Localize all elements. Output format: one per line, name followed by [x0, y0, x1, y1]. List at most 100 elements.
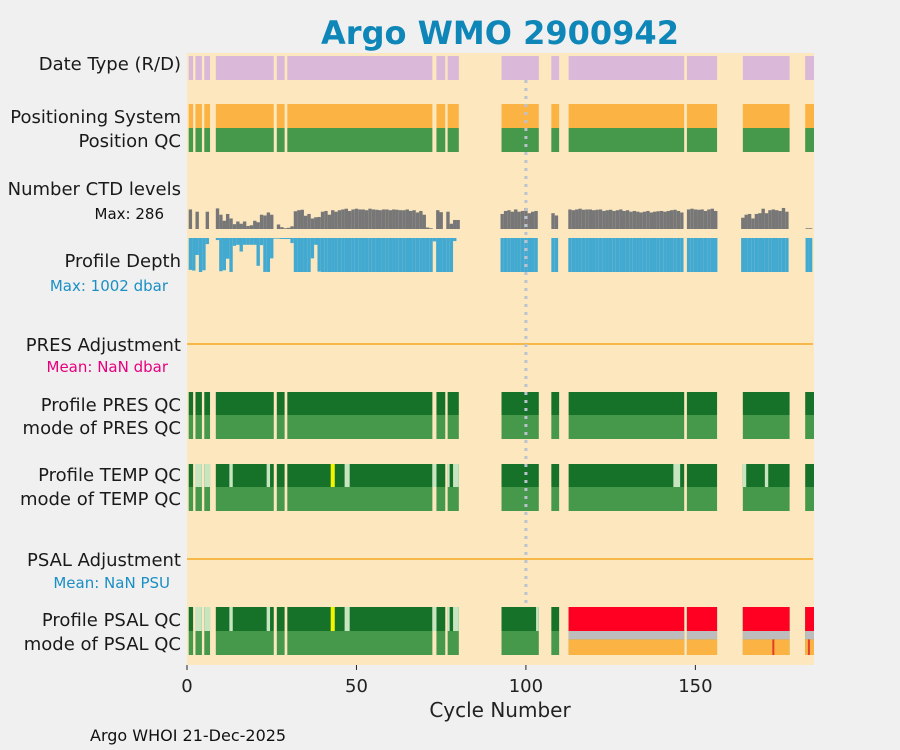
bar-segment-row12-1: [195, 631, 202, 655]
ctd-level-bar-103: [629, 211, 633, 229]
bar-segment-row12-2: [204, 631, 211, 655]
row-label-5: PRES Adjustment: [26, 335, 181, 356]
profile-depth-bar-102: [608, 238, 613, 272]
profile-depth-bar-5: [205, 238, 210, 245]
ctd-level-bar-15: [256, 222, 260, 229]
bar-segment-row12-3: [215, 631, 274, 655]
ctd-level-bar-111: [656, 211, 660, 229]
row-label-3: Number CTD levels: [8, 179, 181, 200]
profile-depth-bar-136: [751, 238, 755, 272]
ctd-level-bar-89: [581, 209, 586, 229]
bar-segment-row7-10: [568, 415, 685, 439]
profile-depth-bar-17: [253, 238, 257, 245]
temp-qc-override-0: [195, 464, 202, 487]
ctd-level-bar-55: [395, 209, 399, 229]
bar-segment-row9-0: [188, 487, 194, 511]
bar-segment-row2-0: [188, 128, 194, 152]
bar-segment-row7-2: [204, 415, 211, 439]
ctd-level-bar-40: [344, 208, 348, 229]
ctd-level-bar-127: [714, 210, 718, 229]
bar-segment-row9-1: [195, 487, 202, 511]
ctd-level-bar-65: [429, 228, 433, 229]
bar-segment-row6-8: [501, 392, 539, 415]
profile-depth-bar-37: [320, 238, 325, 272]
ctd-level-bar-136: [768, 210, 772, 229]
ctd-level-bar-73: [503, 210, 508, 229]
profile-depth-bar-84: [524, 238, 528, 272]
profile-depth-bar-115: [653, 238, 657, 272]
row-label-11: Profile PSAL QC: [42, 610, 181, 631]
profile-depth-bar-131: [710, 238, 715, 272]
profile-depth-bar-64: [412, 238, 416, 272]
bar-segment-row0-4: [276, 56, 285, 80]
bar-segment-row12-4: [276, 631, 285, 655]
bar-segment-row7-12: [742, 415, 790, 439]
ctd-level-bar-87: [575, 209, 579, 229]
ctd-level-bar-0: [188, 209, 193, 229]
bar-segment-row8-4: [276, 464, 285, 487]
profile-depth-bar-60: [398, 238, 403, 272]
psal-qc-override-7: [447, 607, 450, 631]
ctd-level-bar-81: [531, 211, 535, 229]
profile-depth-bar-105: [619, 238, 623, 272]
ctd-level-bar-121: [693, 209, 698, 229]
ctd-level-bar-63: [422, 214, 426, 229]
ctd-level-bar-112: [659, 210, 664, 229]
bar-segment-row9-11: [686, 487, 718, 511]
bar-segment-row8-5: [287, 464, 433, 487]
psal-qc-override-3: [266, 607, 271, 631]
row-label-12: mode of PSAL QC: [24, 634, 181, 655]
profile-depth-bar-49: [361, 238, 365, 272]
ctd-level-bar-67: [439, 212, 443, 229]
ctd-level-bar-42: [351, 209, 355, 229]
ctd-level-bar-72: [500, 213, 504, 229]
profile-depth-bar-146: [785, 238, 789, 272]
bar-segment-row1-2: [204, 104, 211, 128]
bar-segment-row2-1: [195, 128, 202, 152]
ctd-level-bar-34: [324, 210, 328, 229]
bar-segment-row1-9: [551, 104, 560, 128]
bar-segment-row7-11: [686, 415, 718, 439]
profile-depth-bar-31: [300, 238, 304, 272]
profile-depth-bar-67: [422, 238, 426, 272]
ctd-level-bar-132: [754, 213, 759, 229]
profile-depth-bar-61: [402, 238, 406, 272]
profile-depth-bar-7: [219, 238, 223, 272]
profile-depth-bar-104: [615, 238, 620, 272]
profile-depth-bar-89: [554, 238, 559, 272]
psal-mode-override-0: [568, 631, 685, 640]
ctd-level-bar-8: [232, 224, 237, 229]
profile-depth-bar-10: [229, 238, 233, 272]
bar-segment-row11-8: [501, 607, 539, 631]
ctd-level-bar-102: [625, 210, 630, 229]
profile-depth-bar-85: [527, 238, 532, 272]
bar-segment-row1-1: [195, 104, 202, 128]
profile-depth-bar-120: [669, 238, 674, 272]
ctd-level-bar-135: [764, 213, 769, 229]
ctd-level-bar-57: [402, 210, 406, 229]
ctd-level-bar-130: [747, 213, 752, 229]
profile-depth-bar-87: [534, 238, 538, 272]
bar-segment-row0-3: [215, 56, 274, 80]
ctd-level-bar-17: [263, 215, 267, 229]
ctd-level-bar-91: [588, 209, 593, 229]
ctd-level-bar-129: [744, 214, 748, 229]
ctd-level-bar-39: [341, 209, 345, 229]
profile-depth-bar-16: [249, 238, 254, 245]
ctd-level-bar-47: [368, 208, 372, 229]
bar-segment-row0-10: [568, 56, 685, 80]
profile-depth-bar-24: [276, 238, 281, 239]
ctd-level-bar-92: [592, 210, 596, 229]
ctd-level-bar-50: [378, 210, 382, 229]
bar-segment-row1-12: [742, 104, 790, 128]
ctd-level-bar-143: [808, 228, 813, 229]
ctd-level-bar-108: [646, 210, 650, 229]
ctd-level-bar-100: [619, 209, 623, 229]
ctd-level-bar-88: [578, 208, 582, 229]
profile-depth-bar-9: [225, 238, 230, 259]
profile-depth-bar-48: [358, 238, 362, 272]
profile-depth-bar-38: [324, 238, 328, 272]
row-label-6: Profile PRES QC: [41, 395, 181, 416]
profile-depth-bar-75: [449, 238, 454, 272]
x-axis: 0 50 100 150: [181, 665, 713, 697]
